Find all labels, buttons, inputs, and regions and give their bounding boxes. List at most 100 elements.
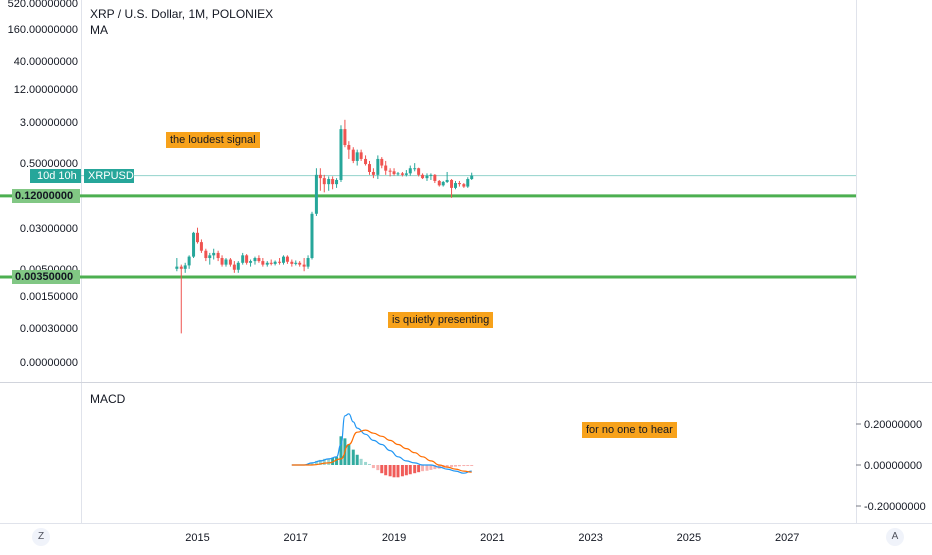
candle xyxy=(281,255,285,265)
horizontal-levels xyxy=(0,194,856,279)
level-label-upper[interactable]: 0.12000000 xyxy=(12,188,80,203)
time-axis[interactable]: 2015 2017 2019 2021 2023 2025 2027 xyxy=(185,532,799,544)
candle xyxy=(404,170,408,177)
signal-line xyxy=(291,429,472,473)
candle-body xyxy=(466,179,470,187)
macd-indicator-label[interactable]: MACD xyxy=(90,392,126,406)
candle xyxy=(310,211,314,260)
histogram-bar xyxy=(445,465,449,468)
price-tick-label: 0.50000000 xyxy=(20,158,78,170)
candle xyxy=(285,255,289,264)
price-tick-label: 0.00150000 xyxy=(20,291,78,303)
auto-scale-button[interactable]: A xyxy=(886,528,904,546)
price-tick-label: 12.00000000 xyxy=(14,84,78,96)
candle-body xyxy=(212,252,216,256)
candle xyxy=(400,171,404,177)
ma-indicator-label[interactable]: MA xyxy=(90,23,108,37)
candle-body xyxy=(306,258,310,267)
candlestick-series[interactable] xyxy=(175,119,474,334)
candle-body xyxy=(294,262,298,264)
price-axis[interactable]: 520.00000000 160.00000000 40.00000000 12.00… xyxy=(8,0,78,369)
candle-body xyxy=(450,179,454,188)
candle-body xyxy=(269,262,273,264)
candle-body xyxy=(429,174,433,176)
candle-body xyxy=(413,168,417,170)
price-tick-label: 520.00000000 xyxy=(8,0,78,10)
candle-body xyxy=(364,158,368,165)
candle-body xyxy=(404,173,408,175)
candle-body xyxy=(351,149,355,161)
candle xyxy=(236,261,240,273)
annotation-no-one-to-hear[interactable]: for no one to hear xyxy=(582,422,677,438)
symbol-title: XRP / U.S. Dollar, 1M, POLONIEX xyxy=(90,7,274,21)
time-tick-label: 2025 xyxy=(677,532,701,544)
annotation-loudest-signal[interactable]: the loudest signal xyxy=(166,132,260,148)
candle-body xyxy=(408,168,412,174)
candle xyxy=(359,149,363,161)
candle xyxy=(466,177,470,188)
candle xyxy=(314,168,318,216)
macd-tick-label: 0.20000000 xyxy=(864,419,922,431)
candle xyxy=(351,147,355,164)
candle-body xyxy=(220,258,224,265)
candle-body xyxy=(224,259,228,265)
histogram-bar xyxy=(310,462,314,465)
candle-body xyxy=(462,184,466,187)
candle xyxy=(335,178,339,188)
candle xyxy=(298,261,302,267)
zoom-reset-button[interactable]: Z xyxy=(32,528,50,546)
macd-tick-label: 0.00000000 xyxy=(864,460,922,472)
histogram-bar xyxy=(396,465,400,478)
candle-body xyxy=(281,256,285,263)
candle xyxy=(245,254,249,265)
histogram-bar xyxy=(400,465,404,477)
candle xyxy=(273,260,277,266)
candle xyxy=(192,231,196,259)
candle-body xyxy=(417,168,421,175)
candle xyxy=(204,248,208,262)
candle-body xyxy=(314,174,318,214)
histogram-bar xyxy=(429,465,433,470)
candle xyxy=(179,264,183,334)
histogram-bar xyxy=(322,458,326,465)
histogram-bar xyxy=(453,465,457,467)
candle xyxy=(216,250,220,262)
histogram-bar xyxy=(413,465,417,474)
candle xyxy=(331,176,335,190)
histogram-bar xyxy=(462,465,466,467)
candle-body xyxy=(278,261,282,263)
histogram-bar xyxy=(359,458,363,465)
candle-body xyxy=(445,179,449,182)
candle xyxy=(429,173,433,180)
annotation-quietly-presenting[interactable]: is quietly presenting xyxy=(388,312,494,328)
level-label-lower[interactable]: 0.00350000 xyxy=(12,270,80,284)
candle-body xyxy=(400,173,404,175)
price-tick-label: 40.00000000 xyxy=(14,56,78,68)
candle xyxy=(396,171,400,176)
histogram-bar xyxy=(404,465,408,476)
symbol-price-label[interactable]: XRPUSD xyxy=(84,168,134,183)
candle-body xyxy=(371,171,375,175)
candle xyxy=(232,261,236,273)
histogram-bar xyxy=(392,465,396,478)
candle-body xyxy=(380,158,384,166)
candle xyxy=(384,160,388,175)
candle-body xyxy=(302,264,306,267)
histogram-bar xyxy=(327,458,331,465)
candle-body xyxy=(199,242,203,251)
candle-body xyxy=(396,173,400,175)
macd-axis[interactable]: 0.20000000 0.00000000 -0.20000000 xyxy=(856,419,926,513)
price-tick-label: 0.00030000 xyxy=(20,323,78,335)
candle-body xyxy=(261,261,265,265)
histogram-bar xyxy=(314,460,318,465)
candle xyxy=(425,173,429,181)
histogram-bar xyxy=(351,449,355,465)
candle xyxy=(175,258,179,272)
candle xyxy=(195,227,199,244)
candle-body xyxy=(470,175,474,180)
candle-body xyxy=(359,152,363,159)
candle-body xyxy=(175,266,179,269)
histogram-bar xyxy=(384,465,388,476)
